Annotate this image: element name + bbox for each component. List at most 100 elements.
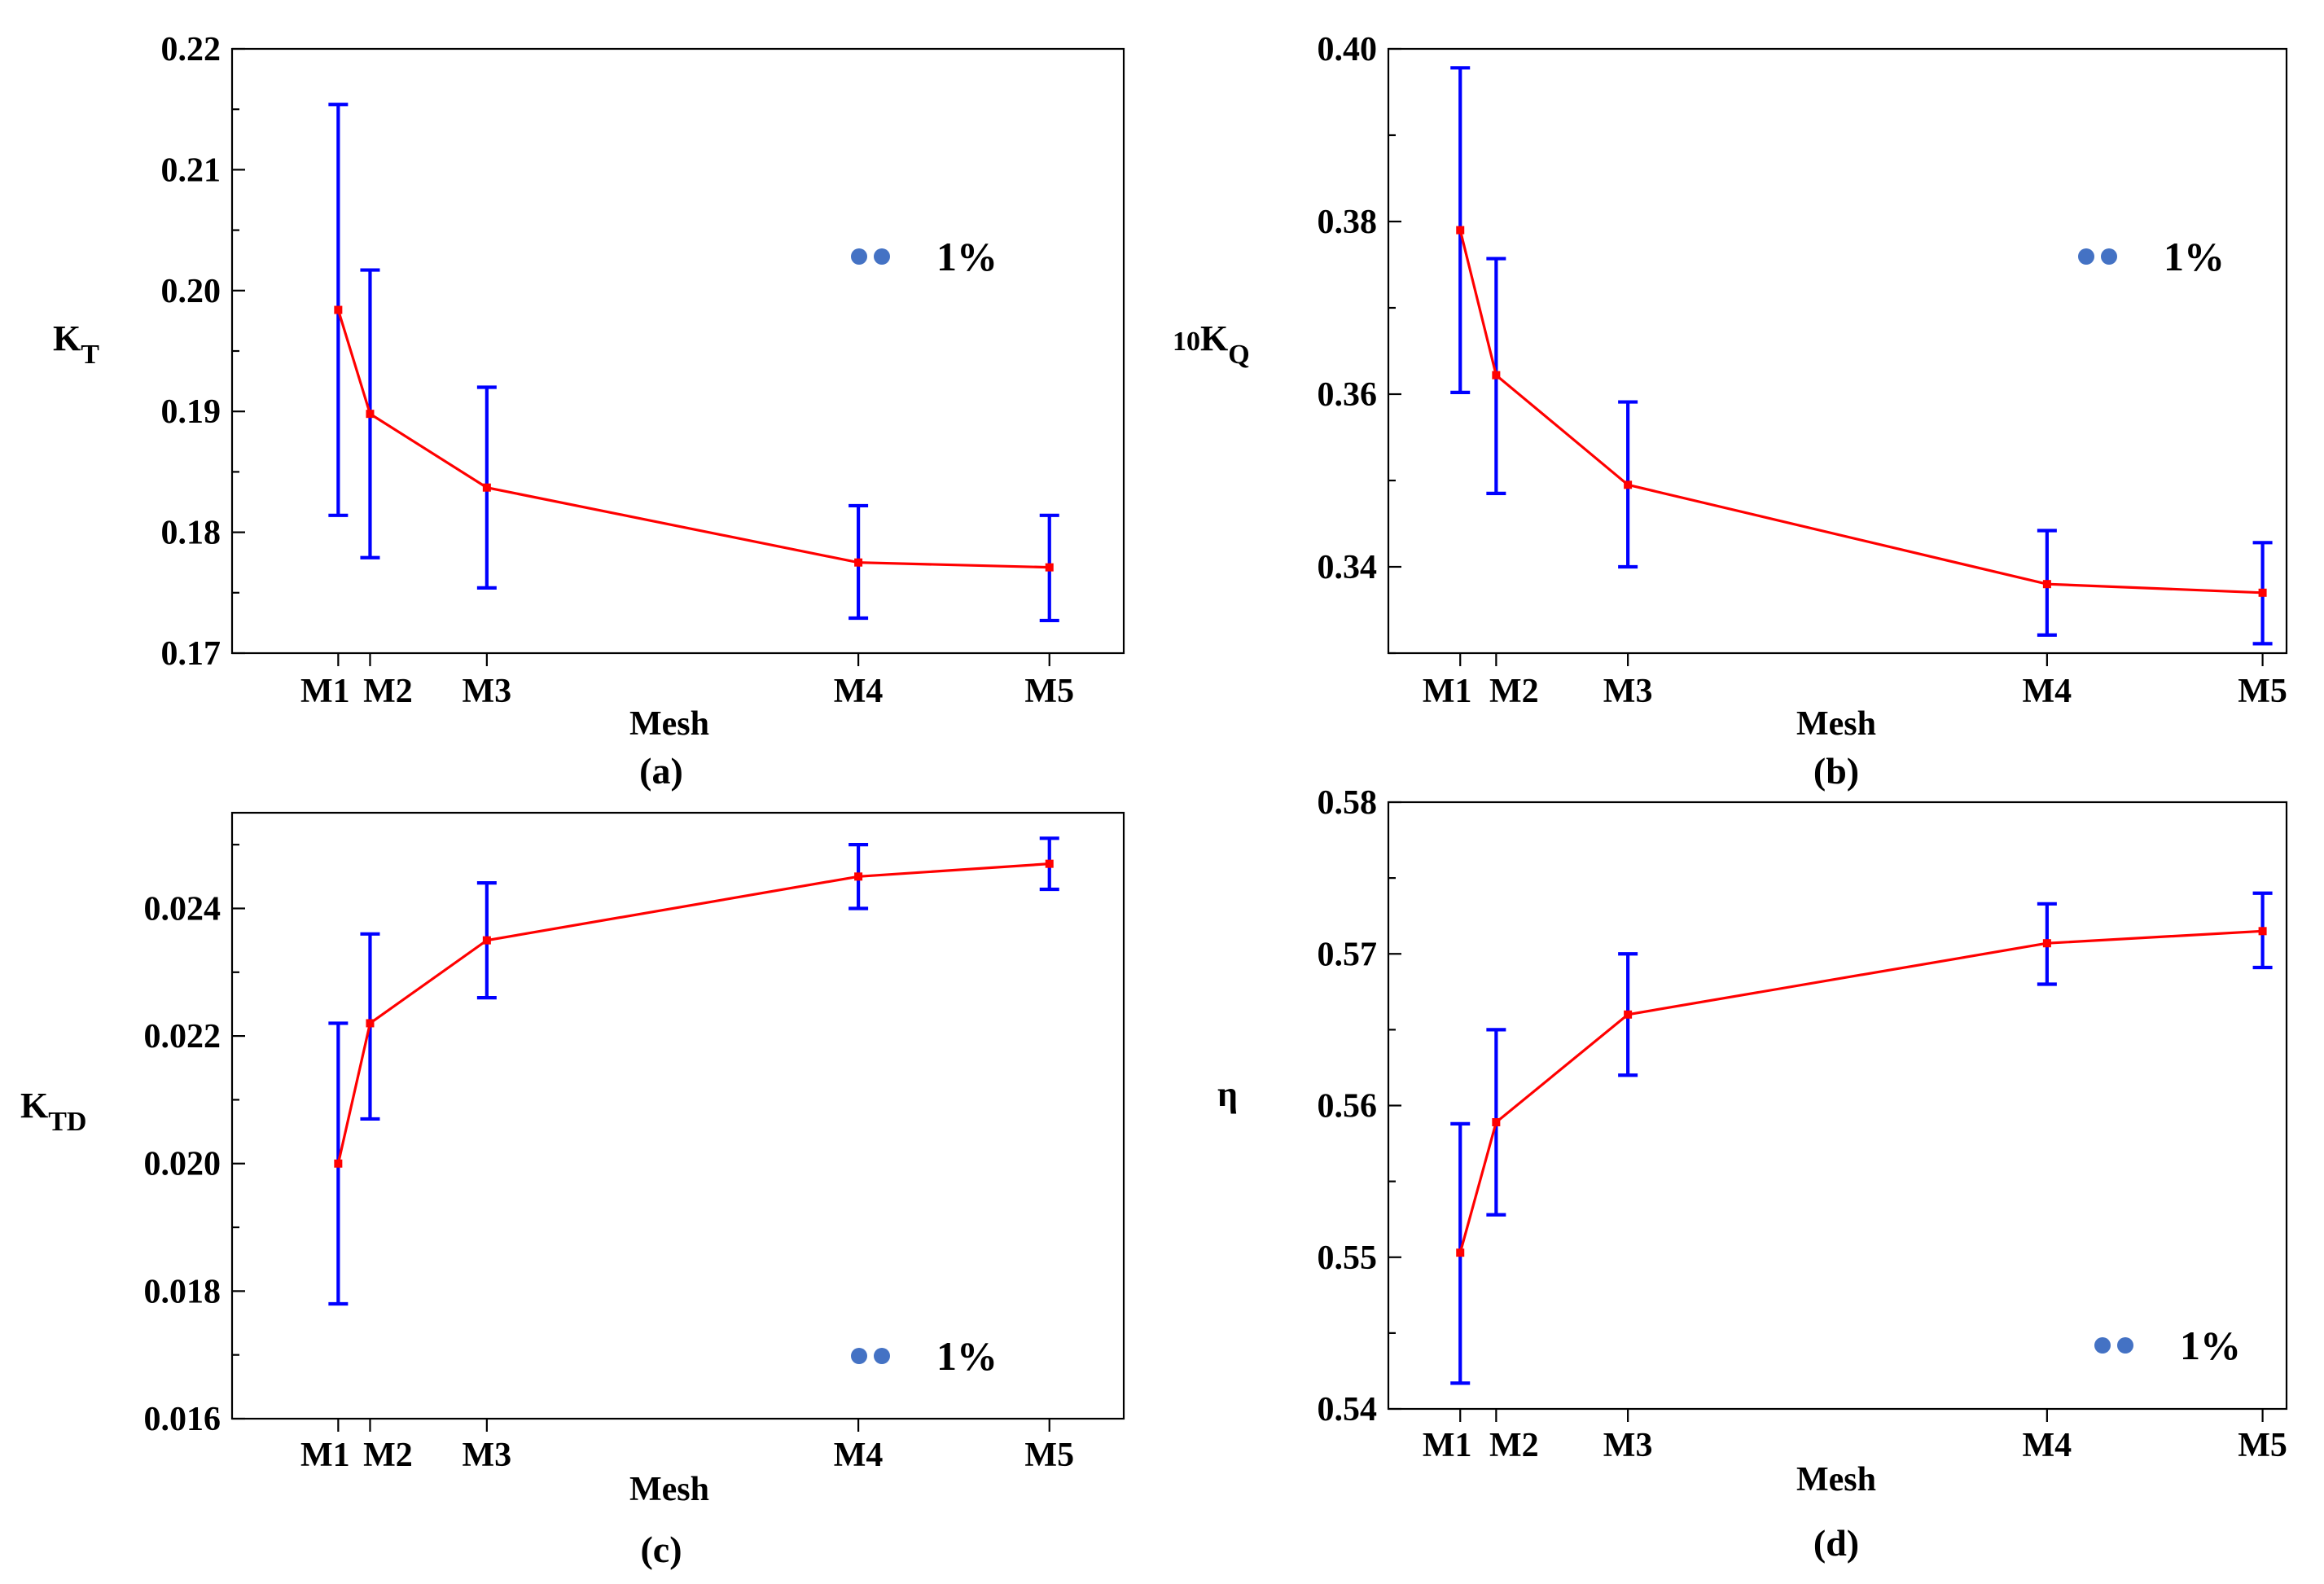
data-point xyxy=(334,1159,343,1168)
panel-label: (c) xyxy=(640,1529,682,1570)
data-point xyxy=(1624,1010,1633,1019)
x-tick-label: M2 xyxy=(363,673,413,710)
legend-label: 1% xyxy=(936,1333,998,1379)
legend-marker xyxy=(874,248,890,265)
y-tick-label: 0.40 xyxy=(1318,31,1378,68)
data-point xyxy=(1492,1117,1501,1126)
data-point xyxy=(854,558,863,567)
legend-marker xyxy=(2101,248,2117,265)
legend-label: 1% xyxy=(2164,234,2225,279)
legend-marker xyxy=(851,248,867,265)
y-tick-label: 0.020 xyxy=(144,1146,221,1183)
data-point xyxy=(334,305,343,314)
y-tick-label: 0.55 xyxy=(1318,1240,1378,1277)
x-tick-label: M3 xyxy=(463,673,512,710)
x-axis-title: Mesh xyxy=(629,705,709,743)
y-tick-label: 0.54 xyxy=(1318,1391,1378,1428)
y-tick-label: 0.19 xyxy=(161,393,221,431)
y-axis-title-sub: T xyxy=(81,340,99,370)
x-tick-label: M3 xyxy=(1603,673,1653,710)
panel-label: (d) xyxy=(1813,1522,1859,1564)
data-point xyxy=(2042,580,2051,589)
y-tick-label: 0.22 xyxy=(161,31,221,68)
plot-frame xyxy=(230,811,1125,1420)
x-tick-label: M1 xyxy=(300,673,350,710)
data-point xyxy=(366,1019,375,1028)
x-tick-label: M2 xyxy=(1489,673,1539,710)
x-axis-title: Mesh xyxy=(629,1471,709,1508)
x-tick-label: M5 xyxy=(2238,673,2287,710)
legend-marker xyxy=(2078,248,2094,265)
y-tick-label: 0.38 xyxy=(1318,204,1378,241)
data-point xyxy=(366,410,375,419)
series-line xyxy=(336,862,1050,1165)
x-tick-label: M5 xyxy=(1024,673,1074,710)
panel-label: (a) xyxy=(639,750,683,792)
chart-panel-c: 0.016 0.018 0.020 0.022 0.024 M1 M2 M3 M4 M5 Mesh K… xyxy=(20,811,1125,1570)
x-tick-label: M1 xyxy=(1423,673,1472,710)
y-axis-title-main: K xyxy=(20,1086,48,1125)
y-tick-label: 0.20 xyxy=(161,273,221,310)
x-tick-label: M4 xyxy=(834,673,884,710)
chart-panel-d: 0.54 0.55 0.56 0.57 0.58 M1 M2 M3 M4 M5 Mesh η 1% (d) xyxy=(1217,784,2288,1564)
data-point xyxy=(482,483,491,492)
x-tick-label: M4 xyxy=(2023,1427,2072,1464)
x-tick-label: M3 xyxy=(1603,1427,1653,1464)
series-line xyxy=(336,309,1050,569)
data-point xyxy=(1456,1248,1465,1257)
y-tick-label: 0.018 xyxy=(144,1273,221,1310)
legend-marker xyxy=(2094,1337,2111,1354)
chart-panel-b: 0.34 0.36 0.38 0.40 M1 M2 M3 M4 M5 Mesh 10KQ 1% (b) xyxy=(1173,31,2288,792)
panel-label: (b) xyxy=(1813,750,1859,792)
data-point xyxy=(482,936,491,945)
plot-frame xyxy=(1387,801,2288,1411)
plot-frame xyxy=(230,47,1125,655)
chart-panel-a: 0.17 0.18 0.19 0.20 0.21 0.22 M1 M2 M3 M4 M5 Mesh KT… xyxy=(53,31,1125,792)
y-tick-label: 0.36 xyxy=(1318,376,1378,414)
data-point xyxy=(1456,226,1465,235)
y-axis-title-main: η xyxy=(1217,1074,1238,1114)
y-axis-title: KT xyxy=(53,318,99,370)
legend-marker xyxy=(851,1348,867,1364)
x-axis-title: Mesh xyxy=(1796,705,1876,743)
data-point xyxy=(2258,927,2267,936)
y-axis-title: KTD xyxy=(20,1086,86,1137)
data-point xyxy=(1045,859,1054,868)
legend-marker xyxy=(2117,1337,2133,1354)
legend-label: 1% xyxy=(936,234,998,279)
y-axis-title-sub: Q xyxy=(1228,340,1249,370)
x-tick-label: M5 xyxy=(1024,1437,1074,1474)
legend-label: 1% xyxy=(2180,1323,2241,1368)
data-point xyxy=(1492,371,1501,380)
series-line xyxy=(1458,929,2263,1253)
x-tick-label: M3 xyxy=(463,1437,512,1474)
x-tick-label: M5 xyxy=(2238,1427,2287,1464)
y-axis-title-main: K xyxy=(1200,318,1228,358)
y-axis-title: η xyxy=(1217,1074,1238,1114)
data-point xyxy=(854,872,863,881)
y-tick-label: 0.024 xyxy=(144,890,221,928)
y-tick-label: 0.18 xyxy=(161,515,221,552)
x-tick-label: M4 xyxy=(2023,673,2072,710)
data-point xyxy=(2258,588,2267,597)
y-tick-label: 0.17 xyxy=(161,635,221,673)
y-tick-label: 0.57 xyxy=(1318,936,1378,973)
y-axis-title-prefix: 10 xyxy=(1173,327,1200,357)
y-axis-title: 10KQ xyxy=(1173,318,1250,370)
data-point xyxy=(2042,939,2051,948)
legend-marker xyxy=(874,1348,890,1364)
y-tick-label: 0.022 xyxy=(144,1018,221,1055)
y-tick-label: 0.016 xyxy=(144,1401,221,1438)
x-tick-label: M2 xyxy=(363,1437,413,1474)
x-tick-label: M1 xyxy=(1423,1427,1472,1464)
y-axis-title-sub: TD xyxy=(48,1107,86,1137)
plot-frame xyxy=(1387,47,2288,655)
data-point xyxy=(1045,563,1054,572)
data-point xyxy=(1624,480,1633,489)
y-tick-label: 0.56 xyxy=(1318,1088,1378,1125)
y-tick-label: 0.34 xyxy=(1318,549,1378,586)
x-tick-label: M1 xyxy=(300,1437,350,1474)
y-tick-label: 0.21 xyxy=(161,151,221,189)
x-axis-title: Mesh xyxy=(1796,1461,1876,1498)
